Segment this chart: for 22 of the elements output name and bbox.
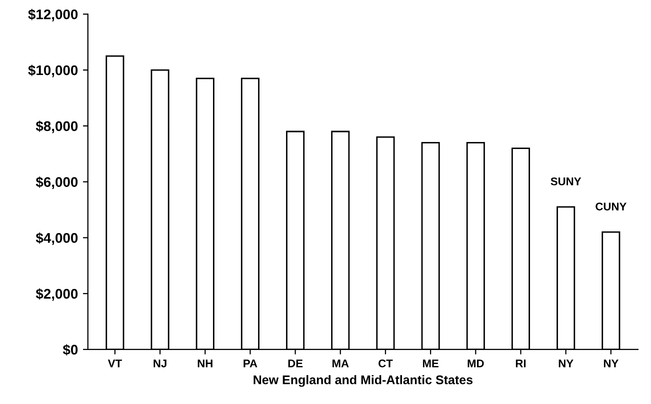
x-tick-label: NH <box>198 360 212 368</box>
data-label: SUNY <box>550 177 582 186</box>
y-tick-label: $6,000 <box>36 176 78 189</box>
x-tick-label: PA <box>244 360 258 368</box>
x-tick-label: RI <box>516 360 526 368</box>
y-tick-label: $2,000 <box>36 288 78 301</box>
x-tick-label: NY <box>558 360 574 368</box>
y-tick-label: $10,000 <box>28 64 78 78</box>
x-tick-label: DE <box>288 360 303 368</box>
x-tick-label: MD <box>468 360 484 368</box>
data-label: CUNY <box>596 202 626 210</box>
x-tick-label: NJ <box>154 360 166 368</box>
y-tick-label: $8,000 <box>36 120 78 134</box>
y-tick-label: $0 <box>62 344 78 356</box>
x-axis-title: New England and Mid-Atlantic States <box>254 375 473 387</box>
x-tick-label: ME <box>422 360 438 368</box>
x-tick-label: CT <box>378 359 393 368</box>
y-tick-label: $4,000 <box>36 232 78 245</box>
x-tick-label: NY <box>604 360 618 368</box>
x-tick-label: MA <box>332 360 349 368</box>
x-tick-label: VT <box>108 360 122 368</box>
y-tick-label: $12,000 <box>28 8 78 22</box>
